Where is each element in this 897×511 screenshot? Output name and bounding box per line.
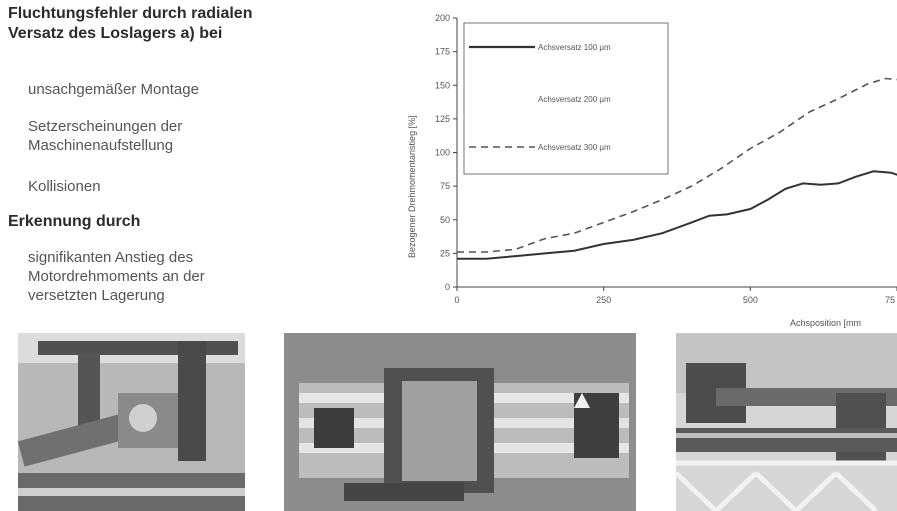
torque-chart-svg: 0 25 50 75 100 125 150 175 200 0 250 500 75 Bezogen… xyxy=(407,13,897,328)
bullet-text: Kollisionen xyxy=(28,178,101,195)
y-ticks: 0 25 50 75 100 125 150 175 200 xyxy=(435,13,457,292)
legend-label-200: Achsversatz 200 µm xyxy=(538,95,611,104)
bullet-text: signifikanten Anstieg des xyxy=(28,249,194,266)
photo-test-rig-on-frame xyxy=(676,333,897,511)
x-ticks: 0 250 500 75 xyxy=(454,287,897,305)
x-tick-label: 75 xyxy=(885,295,895,305)
x-axis-label: Achsposition [mm xyxy=(790,318,861,328)
y-tick-label: 75 xyxy=(440,181,450,191)
legend-label-300: Achsversatz 300 µm xyxy=(538,143,611,152)
bullet-text: Maschinenaufstellung xyxy=(28,137,174,154)
y-axis-label: Bezogener Drehmomentanstieg [%] xyxy=(407,115,417,258)
bullet-torque-increase: signifikanten Anstieg des Motordrehmomen… xyxy=(28,248,205,305)
bullet-text: Motordrehmoments an der xyxy=(28,268,205,285)
legend: Achsversatz 100 µm Achsversatz 200 µm Ac… xyxy=(463,22,669,175)
bullet-text: unsachgemäßer Montage xyxy=(28,81,199,98)
x-tick-label: 500 xyxy=(743,295,758,305)
y-tick-label: 0 xyxy=(445,282,450,292)
legend-box xyxy=(463,22,669,175)
y-tick-label: 25 xyxy=(440,248,450,258)
heading-misalignment-line-1: Fluchtungsfehler durch radialen xyxy=(8,5,253,22)
bullet-improper-assembly: unsachgemäßer Montage xyxy=(28,80,199,99)
heading-misalignment: Fluchtungsfehler durch radialen Versatz … xyxy=(8,4,252,44)
x-tick-label: 0 xyxy=(454,295,459,305)
bullet-text: Setzerscheinungen der xyxy=(28,118,183,135)
legend-label-100: Achsversatz 100 µm xyxy=(538,43,611,52)
bullet-settling: Setzerscheinungen der Maschinenaufstellu… xyxy=(28,117,182,155)
y-tick-label: 150 xyxy=(435,80,450,90)
x-tick-label: 250 xyxy=(596,295,611,305)
photo-test-rig-on-frame-image xyxy=(676,333,897,511)
photo-test-rig-top-view-image xyxy=(284,333,636,511)
y-tick-label: 175 xyxy=(435,47,450,57)
bullet-text: versetzten Lagerung xyxy=(28,287,165,304)
y-tick-label: 125 xyxy=(435,114,450,124)
photo-linear-axis-closeup-image xyxy=(18,333,245,511)
y-tick-label: 200 xyxy=(435,13,450,23)
series-line-2 xyxy=(457,77,897,253)
y-tick-label: 100 xyxy=(435,148,450,158)
series-line-0 xyxy=(457,170,897,260)
photo-test-rig-top-view xyxy=(284,333,636,511)
series-lines xyxy=(457,77,897,260)
heading-detection-line: Erkennung durch xyxy=(8,213,141,230)
y-tick-label: 50 xyxy=(440,215,450,225)
bullet-collisions: Kollisionen xyxy=(28,177,101,196)
torque-chart: 0 25 50 75 100 125 150 175 200 0 250 500 75 Bezogen… xyxy=(400,0,897,330)
heading-detection: Erkennung durch xyxy=(8,212,140,232)
photo-linear-axis-closeup xyxy=(18,333,245,511)
heading-misalignment-line-2: Versatz des Loslagers a) bei xyxy=(8,25,223,42)
